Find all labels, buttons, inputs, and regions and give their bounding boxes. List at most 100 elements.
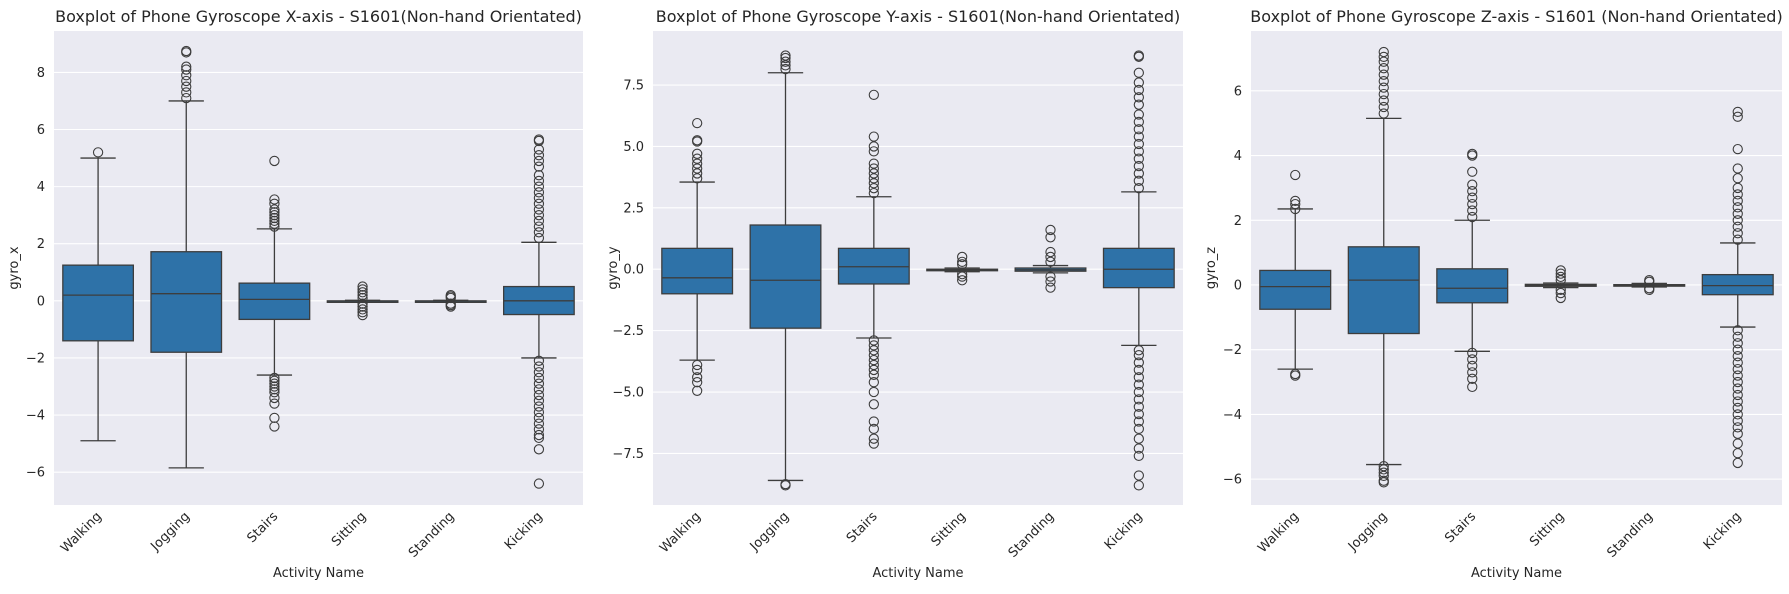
x-tick-label: Kicking	[502, 509, 546, 553]
outlier-point	[1732, 396, 1743, 407]
outlier-point	[868, 163, 879, 174]
outlier-point	[1290, 198, 1301, 210]
outlier-point	[181, 61, 192, 72]
outlier-point	[868, 335, 879, 346]
box-walking	[661, 117, 734, 396]
outlier-point	[1133, 386, 1144, 398]
y-tick-label: −4	[26, 409, 45, 424]
box-kicking	[1701, 106, 1774, 469]
outlier-point	[1378, 101, 1389, 113]
x-tick-label: Stairs	[244, 509, 281, 546]
outlier-point	[1732, 208, 1743, 219]
outlier-point	[868, 89, 879, 101]
box-sitting	[326, 281, 399, 321]
y-tick-label: 8	[37, 66, 45, 81]
plot-area	[1251, 31, 1782, 505]
outlier-point	[957, 256, 968, 268]
outlier-point	[1133, 394, 1144, 405]
box-standing	[414, 289, 487, 312]
outlier-point	[269, 155, 280, 167]
outlier-point	[357, 304, 368, 315]
x-tick-label: Sitting	[929, 509, 969, 549]
outlier-point	[1467, 354, 1478, 365]
outlier-point	[1732, 325, 1743, 336]
outlier-point	[692, 117, 703, 129]
outlier-point	[533, 204, 545, 215]
outlier-point	[868, 345, 879, 356]
outlier-point	[780, 63, 791, 75]
outlier-point	[269, 378, 280, 389]
outlier-point	[1378, 63, 1389, 74]
y-tick-label: 6	[1234, 84, 1242, 99]
outlier-point	[533, 355, 545, 366]
outlier-point	[1732, 221, 1743, 232]
outlier-point	[1290, 169, 1301, 181]
iqr-box	[749, 224, 822, 329]
outlier-point	[1045, 246, 1056, 258]
outlier-point	[1732, 402, 1743, 414]
outlier-point	[868, 178, 879, 189]
box-jogging	[749, 50, 822, 491]
outlier-point	[957, 268, 968, 280]
outlier-point	[868, 158, 879, 169]
outlier-point	[1133, 99, 1144, 110]
outlier-point	[1133, 350, 1144, 361]
outlier-point	[533, 215, 545, 227]
outlier-point	[1133, 109, 1144, 120]
outlier-point	[1133, 364, 1144, 376]
outlier-point	[533, 144, 545, 155]
outlier-point	[1732, 106, 1743, 118]
outlier-point	[868, 386, 879, 398]
outlier-point	[1133, 480, 1144, 491]
iqr-box	[1701, 273, 1774, 296]
y-tick-label: 7.5	[623, 79, 644, 94]
box-stairs	[238, 155, 311, 432]
outlier-point	[533, 150, 545, 161]
y-tick-label: −6	[1223, 473, 1242, 488]
outlier-point	[357, 281, 368, 292]
outlier-point	[269, 412, 280, 424]
outlier-point	[1133, 357, 1144, 368]
outlier-point	[692, 148, 703, 159]
outlier-point	[868, 359, 879, 371]
outlier-point	[533, 134, 545, 145]
outlier-point	[1378, 470, 1389, 482]
outlier-point	[181, 92, 192, 104]
y-tick-label: −2	[1223, 343, 1242, 358]
outlier-point	[1555, 268, 1566, 279]
outlier-point	[1467, 360, 1478, 372]
outlier-point	[1467, 179, 1478, 190]
outlier-point	[780, 56, 791, 67]
box-sitting	[926, 251, 999, 286]
outlier-point	[1133, 183, 1144, 194]
x-tick-label: Jogging	[148, 509, 194, 555]
x-tick-label: Walking	[1255, 509, 1302, 556]
outlier-point	[269, 221, 280, 232]
outlier-point	[357, 307, 368, 318]
outlier-point	[1133, 77, 1144, 88]
outlier-point	[692, 173, 703, 184]
iqr-box	[62, 264, 134, 342]
outlier-point	[269, 421, 280, 432]
outlier-point	[533, 367, 545, 378]
outlier-point	[1133, 443, 1144, 454]
outlier-point	[1133, 160, 1144, 172]
y-axis-label: gyro_x	[7, 246, 22, 289]
outlier-point	[692, 158, 703, 169]
outlier-point	[868, 183, 879, 194]
outlier-point	[1732, 215, 1743, 226]
outlier-point	[1732, 457, 1743, 469]
outlier-point	[533, 378, 545, 389]
outlier-point	[692, 364, 703, 376]
outlier-point	[1133, 146, 1144, 157]
outlier-point	[868, 146, 879, 157]
outlier-point	[1378, 108, 1389, 119]
outlier-point	[269, 392, 280, 404]
outlier-point	[269, 372, 280, 384]
x-tick-label: Stairs	[1442, 509, 1479, 546]
outlier-point	[357, 287, 368, 298]
chart-panel-1: −6 −4 −2 0 2 4 6 8 Walking Jogging Stairs Sitting St…	[7, 7, 583, 581]
outlier-point	[1732, 143, 1743, 155]
outlier-point	[533, 232, 545, 244]
